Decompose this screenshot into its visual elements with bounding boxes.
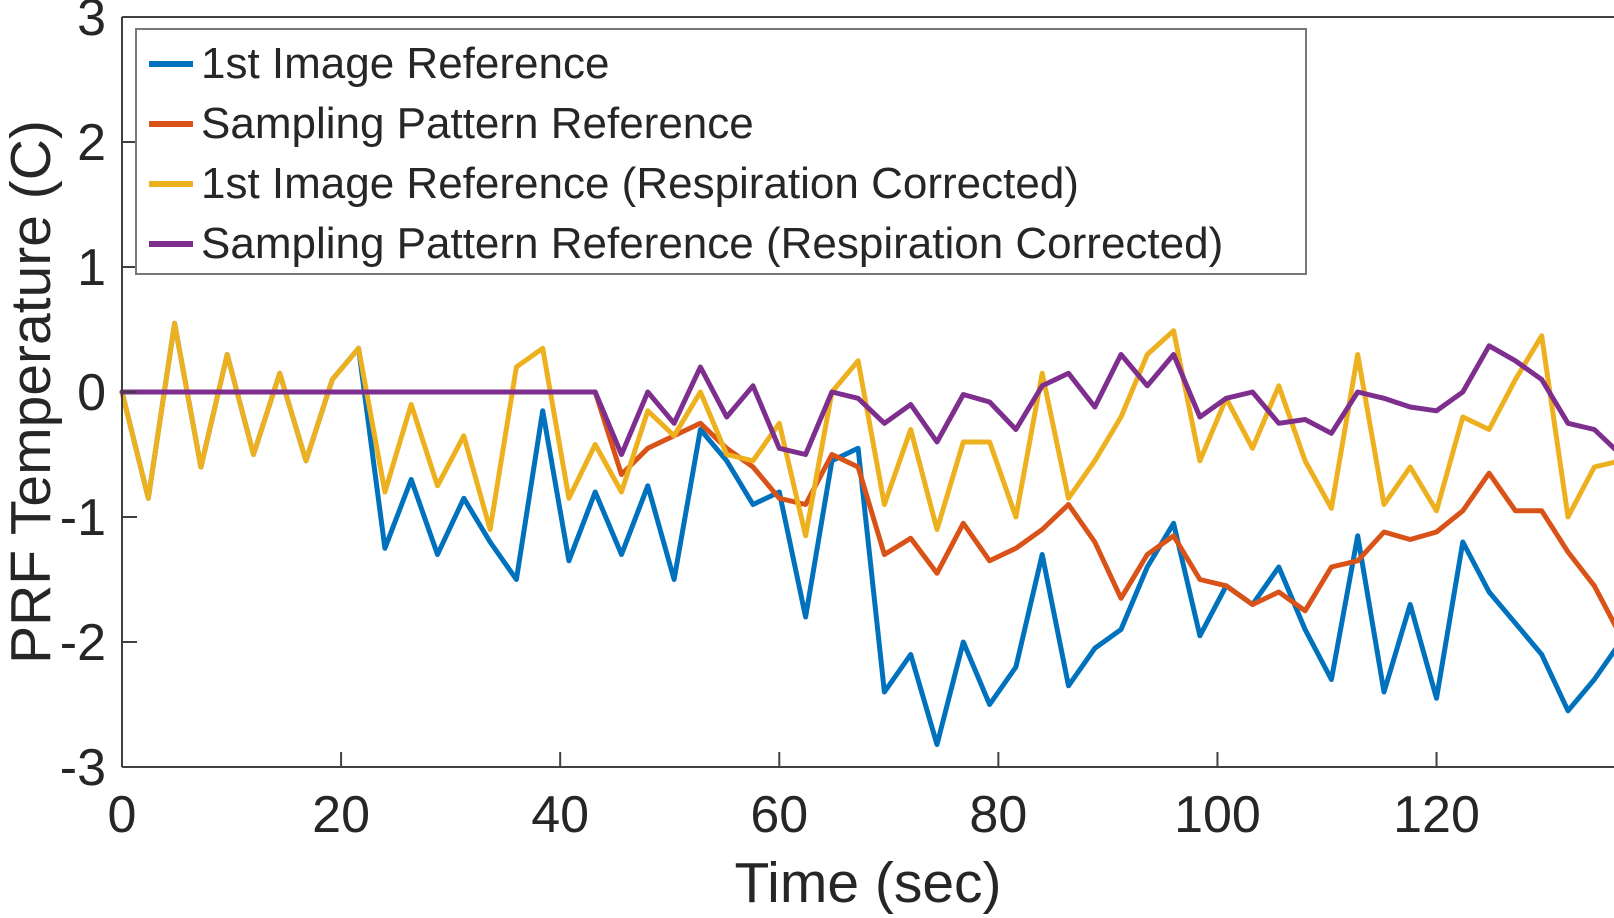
y-tick-label: -1 <box>60 489 106 547</box>
legend-item: 1st Image Reference <box>149 34 1305 94</box>
y-tick-label: -2 <box>60 614 106 672</box>
axes: 0 20 40 60 80 100 120 -3 -2 -1 0 1 2 3 <box>60 0 1614 844</box>
x-tick-label: 0 <box>108 786 137 844</box>
x-tick-label: 80 <box>969 786 1027 844</box>
y-tick-label: -3 <box>60 739 106 797</box>
x-tick-label: 40 <box>531 786 589 844</box>
y-tick-label: 1 <box>77 239 106 297</box>
series-line-0 <box>119 320 1614 747</box>
series-line-3 <box>119 343 1614 457</box>
legend-line-swatch-icon <box>149 121 193 127</box>
legend-item-label: 1st Image Reference (Respiration Correct… <box>201 159 1079 208</box>
x-tick-label: 120 <box>1393 786 1480 844</box>
y-tick-label: 0 <box>77 364 106 422</box>
x-tick-label: 60 <box>750 786 808 844</box>
legend-line-swatch-icon <box>149 241 193 247</box>
y-axis-label: PRF Temperature (C) <box>0 120 63 664</box>
legend-item: Sampling Pattern Reference <box>149 94 1305 154</box>
legend-line-swatch-icon <box>149 181 193 187</box>
plot-series <box>119 320 1614 747</box>
legend-item-label: Sampling Pattern Reference <box>201 99 754 148</box>
x-tick-label: 100 <box>1174 786 1261 844</box>
legend-item: Sampling Pattern Reference (Respiration … <box>149 214 1305 273</box>
legend-item: 1st Image Reference (Respiration Correct… <box>149 154 1305 214</box>
legend: 1st Image Reference Sampling Pattern Refe… <box>135 28 1307 275</box>
series-line-2 <box>119 320 1614 539</box>
x-axis-label: Time (sec) <box>734 851 1001 915</box>
y-tick-label: 3 <box>77 0 106 47</box>
legend-item-label: 1st Image Reference <box>201 39 610 88</box>
y-tick-label: 2 <box>77 114 106 172</box>
legend-line-swatch-icon <box>149 61 193 67</box>
legend-item-label: Sampling Pattern Reference (Respiration … <box>201 219 1224 268</box>
x-tick-label: 20 <box>312 786 370 844</box>
